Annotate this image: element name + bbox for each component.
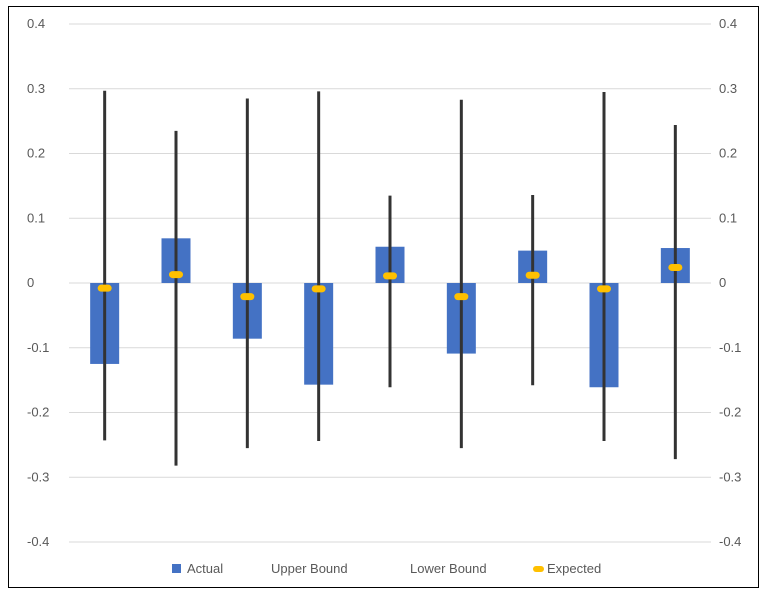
right-axis-labels: 0.4 0.3 0.2 0.1 0 -0.1 -0.2 -0.3 -0.4 — [719, 16, 741, 549]
y-tick-label-left: 0.4 — [27, 16, 45, 31]
y-tick-label-right: 0 — [719, 275, 726, 290]
legend-label-actual: Actual — [187, 561, 223, 576]
expected-marker — [240, 293, 255, 301]
y-tick-label-right: 0.1 — [719, 210, 737, 225]
bound-lines — [103, 90, 677, 466]
y-tick-label-right: -0.1 — [719, 340, 741, 355]
y-tick-label-left: 0.3 — [27, 81, 45, 96]
y-tick-label-right: 0.2 — [719, 146, 737, 161]
expected-marker — [454, 293, 469, 301]
expected-marker — [668, 263, 683, 271]
expected-marker — [97, 284, 112, 292]
y-tick-label-left: -0.1 — [27, 340, 49, 355]
expected-marker — [597, 285, 611, 293]
legend: Actual Upper Bound Lower Bound Expected — [172, 561, 601, 576]
expected-marker — [383, 272, 397, 280]
expected-marker — [169, 271, 183, 279]
y-tick-label-left: 0 — [27, 275, 34, 290]
y-tick-label-right: 0.4 — [719, 16, 737, 31]
left-axis-labels: 0.4 0.3 0.2 0.1 0 -0.1 -0.2 -0.3 -0.4 — [27, 16, 49, 549]
y-tick-label-left: 0.1 — [27, 210, 45, 225]
expected-marker — [525, 271, 540, 279]
y-tick-label-left: -0.3 — [27, 469, 49, 484]
y-tick-label-left: -0.2 — [27, 405, 49, 420]
legend-label-upper-bound: Upper Bound — [271, 561, 348, 576]
legend-swatch-actual — [172, 564, 181, 573]
y-tick-label-right: -0.2 — [719, 405, 741, 420]
y-tick-label-left: -0.4 — [27, 534, 49, 549]
y-tick-label-right: -0.4 — [719, 534, 741, 549]
y-tick-label-left: 0.2 — [27, 146, 45, 161]
legend-label-expected: Expected — [547, 561, 601, 576]
expected-marker — [311, 285, 326, 293]
expected-markers — [97, 263, 683, 301]
legend-label-lower-bound: Lower Bound — [410, 561, 487, 576]
legend-swatch-expected — [533, 566, 544, 572]
chart: 0.40.30.20.10-0.1-0.2-0.3-0.4 0.40.30.20… — [27, 16, 741, 576]
y-tick-label-right: 0.3 — [719, 81, 737, 96]
y-tick-label-right: -0.3 — [719, 469, 741, 484]
chart-frame: 0.4 0.3 0.2 0.1 0 -0.1 -0.2 -0.3 -0.4 0.4 0.3 0.2 0… — [8, 6, 759, 588]
